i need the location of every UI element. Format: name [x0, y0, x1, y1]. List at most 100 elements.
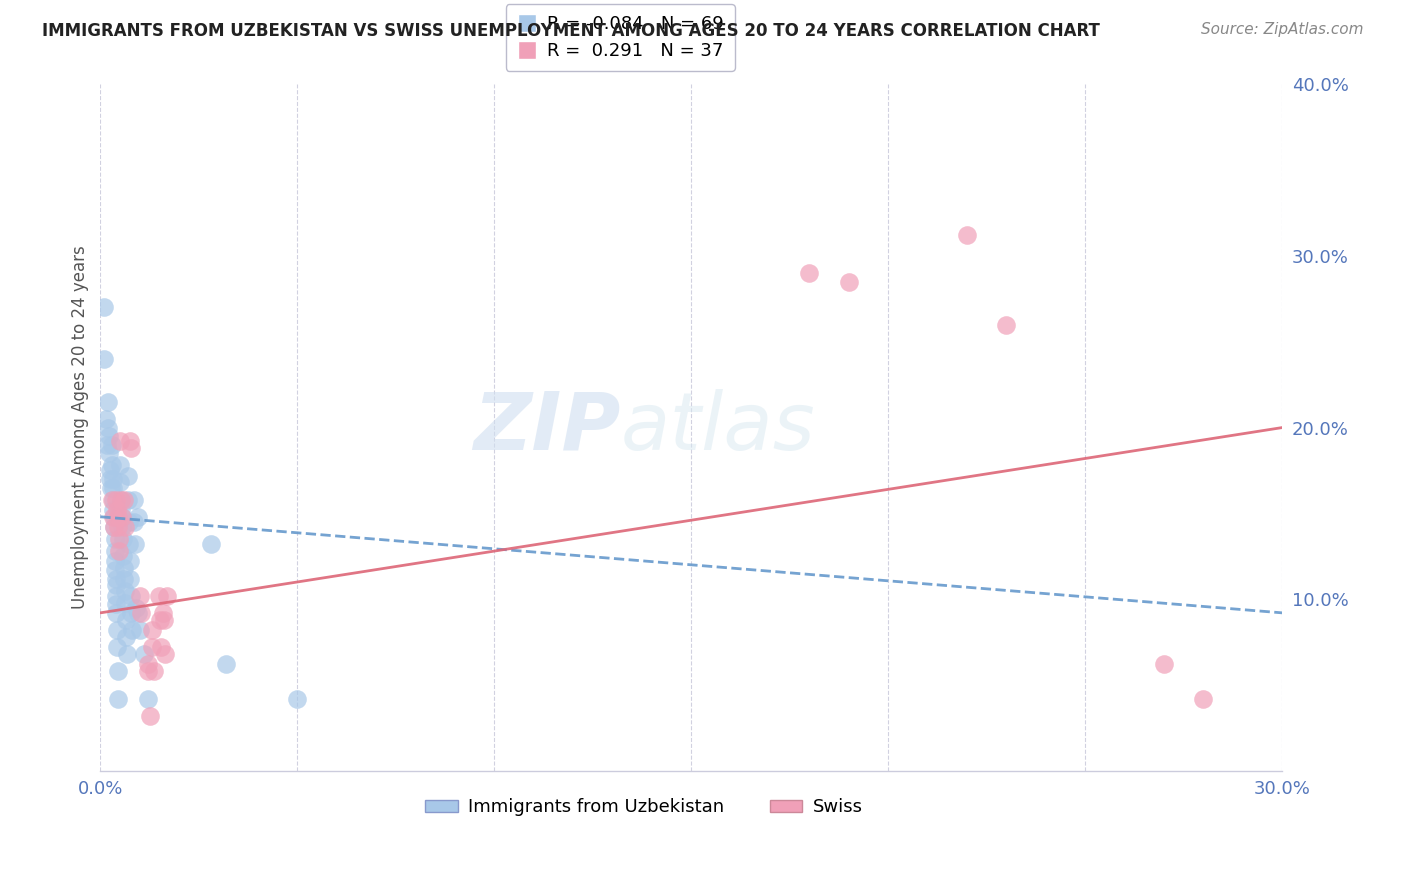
- Point: [152, 606, 174, 620]
- Point: [1153, 657, 1175, 672]
- Y-axis label: Unemployment Among Ages 20 to 24 years: Unemployment Among Ages 20 to 24 years: [72, 245, 89, 609]
- Point: [128, 589, 150, 603]
- Point: [148, 589, 170, 603]
- Point: [97, 420, 120, 434]
- Point: [107, 509, 129, 524]
- Point: [141, 623, 163, 637]
- Point: [105, 578, 128, 592]
- Point: [150, 640, 173, 655]
- Point: [141, 640, 163, 655]
- Point: [103, 544, 125, 558]
- Point: [132, 647, 155, 661]
- Point: [108, 475, 131, 490]
- Point: [114, 596, 136, 610]
- Point: [115, 630, 138, 644]
- Point: [105, 572, 128, 586]
- Point: [101, 492, 124, 507]
- Point: [104, 563, 127, 577]
- Point: [111, 509, 134, 524]
- Point: [101, 509, 124, 524]
- Point: [149, 613, 172, 627]
- Point: [111, 509, 134, 524]
- Point: [103, 520, 125, 534]
- Point: [98, 429, 121, 443]
- Point: [110, 503, 132, 517]
- Point: [101, 472, 124, 486]
- Point: [103, 532, 125, 546]
- Point: [120, 441, 142, 455]
- Point: [98, 472, 121, 486]
- Point: [104, 554, 127, 568]
- Point: [118, 537, 141, 551]
- Point: [118, 434, 141, 449]
- Point: [200, 537, 222, 551]
- Point: [107, 691, 129, 706]
- Point: [956, 228, 979, 243]
- Point: [103, 503, 125, 517]
- Point: [124, 537, 146, 551]
- Text: atlas: atlas: [620, 389, 815, 467]
- Text: Source: ZipAtlas.com: Source: ZipAtlas.com: [1201, 22, 1364, 37]
- Point: [105, 589, 128, 603]
- Point: [118, 572, 141, 586]
- Point: [122, 515, 145, 529]
- Point: [112, 572, 135, 586]
- Point: [101, 438, 124, 452]
- Point: [97, 394, 120, 409]
- Point: [128, 623, 150, 637]
- Point: [136, 657, 159, 672]
- Point: [110, 492, 132, 507]
- Point: [96, 412, 118, 426]
- Point: [108, 544, 131, 558]
- Point: [108, 532, 131, 546]
- Text: IMMIGRANTS FROM UZBEKISTAN VS SWISS UNEMPLOYMENT AMONG AGES 20 TO 24 YEARS CORRE: IMMIGRANTS FROM UZBEKISTAN VS SWISS UNEM…: [42, 22, 1099, 40]
- Point: [103, 520, 125, 534]
- Point: [838, 275, 860, 289]
- Point: [105, 503, 128, 517]
- Point: [98, 463, 121, 477]
- Point: [153, 613, 176, 627]
- Point: [112, 561, 135, 575]
- Point: [103, 509, 125, 524]
- Point: [93, 301, 115, 315]
- Point: [122, 492, 145, 507]
- Point: [121, 623, 143, 637]
- Point: [156, 589, 179, 603]
- Point: [1192, 691, 1215, 706]
- Point: [105, 623, 128, 637]
- Point: [155, 647, 177, 661]
- Point: [101, 458, 124, 473]
- Point: [107, 664, 129, 678]
- Point: [118, 554, 141, 568]
- Point: [103, 492, 125, 507]
- Point: [117, 468, 139, 483]
- Point: [101, 481, 124, 495]
- Point: [114, 583, 136, 598]
- Point: [100, 481, 122, 495]
- Point: [799, 266, 821, 280]
- Point: [127, 509, 149, 524]
- Point: [107, 520, 129, 534]
- Point: [215, 657, 238, 672]
- Point: [117, 492, 139, 507]
- Point: [142, 664, 165, 678]
- Point: [138, 708, 160, 723]
- Point: [108, 434, 131, 449]
- Point: [125, 600, 148, 615]
- Point: [120, 606, 142, 620]
- Point: [98, 446, 121, 460]
- Point: [112, 532, 135, 546]
- Point: [115, 647, 138, 661]
- Point: [111, 520, 134, 534]
- Point: [112, 492, 135, 507]
- Point: [129, 606, 152, 620]
- Point: [118, 515, 141, 529]
- Point: [120, 589, 142, 603]
- Point: [995, 318, 1018, 332]
- Point: [138, 664, 160, 678]
- Point: [114, 520, 136, 534]
- Point: [136, 691, 159, 706]
- Point: [110, 492, 132, 507]
- Point: [105, 597, 128, 611]
- Point: [105, 606, 128, 620]
